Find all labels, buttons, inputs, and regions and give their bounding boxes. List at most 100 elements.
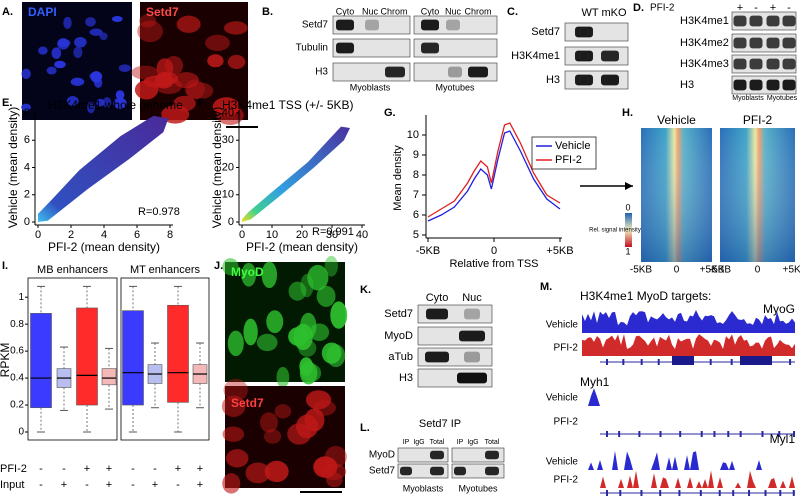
coverage-track [582,470,795,488]
cell [131,65,159,80]
blot-band [782,58,796,70]
cell [256,333,278,352]
blot-band [485,466,499,476]
y-tick-label: 8 [24,107,30,119]
exon [678,490,681,496]
blot-band [601,50,619,62]
blot-band [749,15,763,27]
cell [227,54,246,70]
nucleus [96,98,105,107]
panel-label: E. [2,97,12,109]
blot-band [782,15,796,27]
line-series [427,122,561,218]
row-label: H3 [680,79,694,91]
x-axis-label: PFI-2 (mean density) [246,240,358,254]
column-label: IP [403,439,410,446]
exon [748,490,751,496]
row-label: Tubulin [296,43,328,54]
nucleus [70,77,85,86]
blot-band [385,66,405,78]
condition-sign: + [61,479,67,491]
row-label: aTub [388,351,413,363]
x-axis-label: Relative from TSS [449,258,538,270]
group-label: Myotubes [767,95,798,102]
row-label: Input [0,479,24,491]
track-label: PFI-2 [554,417,579,428]
condition-sign: - [62,463,66,475]
exon [718,490,721,496]
blot-strip [731,33,797,53]
colorbar-tick: 1 [625,246,630,256]
cell [309,323,330,342]
exon [764,490,767,496]
cell [305,390,332,410]
panel-label: F. [198,97,207,109]
cell [221,395,246,418]
nucleus [90,71,102,83]
y-tick-label: 0 [24,216,30,228]
cell [326,344,346,368]
cell [274,404,292,419]
correlation: R=0.991 [312,226,354,238]
row-label: Setd7 [384,308,413,320]
cell [225,449,249,468]
cell [222,473,241,494]
blot-band [766,79,780,91]
line-series [427,130,561,222]
x-tick-label: 8 [167,229,173,241]
column-label: Nuc [462,292,482,304]
panel-title: MB enhancers [37,264,108,276]
plot-frame [27,277,118,441]
column-label: Cyto [336,6,355,16]
y-axis-label: RPKM [0,343,12,378]
heatmap-title: PFI-2 [743,113,773,127]
column-label: IP [457,439,464,446]
x-tick-label: -5KB [416,245,440,257]
blot-band [448,66,462,78]
blot-band [749,37,763,49]
panel-label: I. [2,260,8,272]
panel-label: H. [622,107,633,119]
cell [330,301,348,329]
cell [161,105,190,124]
group-label: Myoblasts [403,483,444,493]
track-label: PFI-2 [554,343,579,354]
panel-label: J. [214,260,223,272]
exon [699,490,702,496]
condition-sign: + [84,463,90,475]
condition-sign: + [152,479,158,491]
cell [324,255,338,277]
y-tick-label: 10 [407,129,419,141]
x-tick-label: 10 [266,229,278,241]
cell [139,14,157,28]
panel-label: A. [2,6,13,18]
condition-sign: - [131,479,135,491]
cell [261,261,278,289]
track-label: Vehicle [546,320,579,331]
heatmap-title: Vehicle [657,113,696,127]
panel-title: H3K4me1 TSS (+/- 5KB) [222,98,354,112]
x-tick-label: -5KB [630,265,653,276]
condition-sign: - [85,479,89,491]
nucleus [21,68,31,80]
exon [622,359,625,365]
cell [223,378,248,402]
label: DAPI [28,5,57,19]
condition-sign: + [106,479,112,491]
exon [659,431,662,437]
plot-frame [120,277,210,441]
exon [792,490,795,496]
exon [618,431,621,437]
exon [657,359,660,365]
y-tick-label: 40 [222,107,234,119]
cell [227,330,244,357]
row-label: H3 [399,372,413,384]
panel-label: M. [540,281,552,293]
cell [313,456,338,478]
gene-name: Myl1 [770,432,796,446]
cell [243,318,258,346]
arrow-head [625,182,633,190]
blot-band [468,66,488,78]
blot-band [425,351,449,363]
blot-band [464,351,480,363]
